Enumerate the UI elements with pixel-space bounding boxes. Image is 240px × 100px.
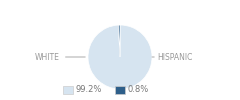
FancyBboxPatch shape — [63, 86, 73, 94]
Text: WHITE: WHITE — [35, 52, 85, 62]
Text: HISPANIC: HISPANIC — [152, 52, 192, 62]
Wedge shape — [118, 25, 120, 57]
FancyBboxPatch shape — [115, 86, 125, 94]
Wedge shape — [88, 25, 152, 89]
Text: 0.8%: 0.8% — [128, 86, 149, 94]
Text: 99.2%: 99.2% — [76, 86, 102, 94]
